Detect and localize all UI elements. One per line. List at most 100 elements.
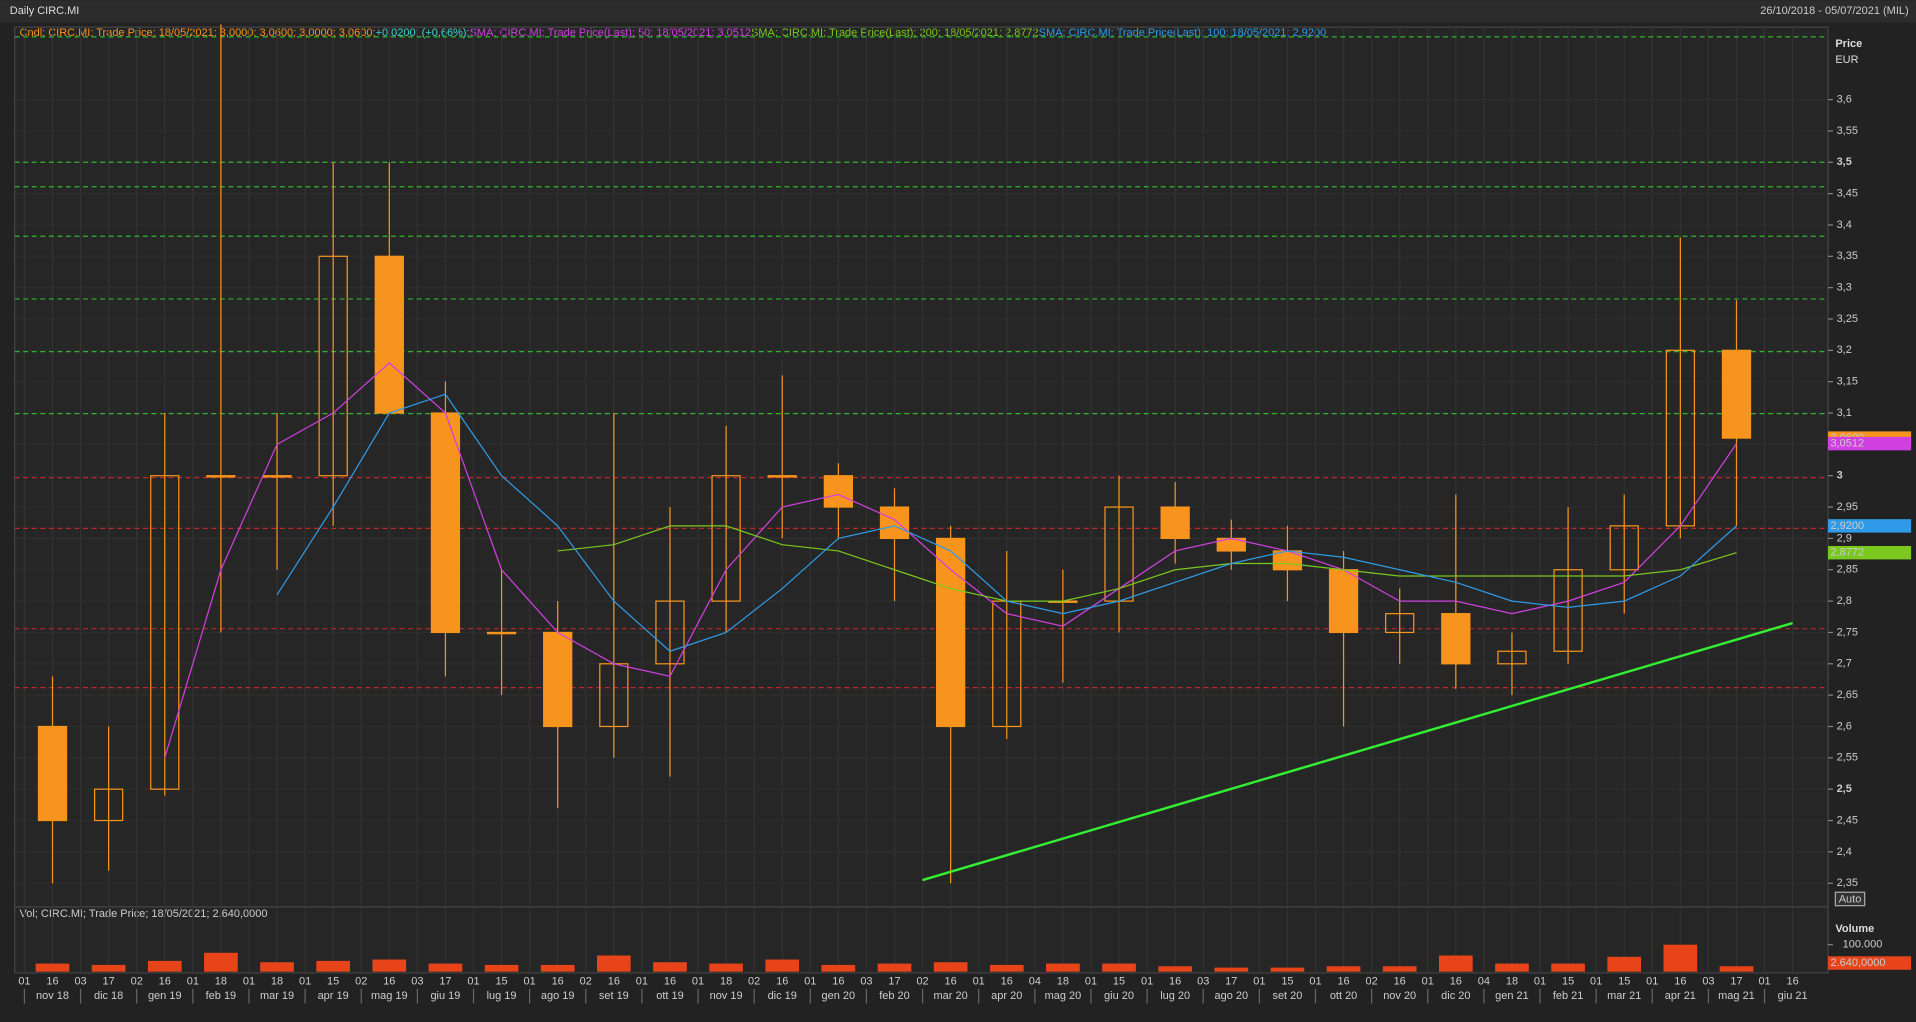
x-tick-label: apr 20 <box>991 990 1022 1002</box>
candle-body <box>150 475 180 790</box>
volume-legend: Vol; CIRC.MI; Trade Price; 18/05/2021; 2… <box>20 908 268 920</box>
last-value-tag <box>1828 519 1912 533</box>
y-unit: EUR <box>1835 54 1858 66</box>
volume-bar <box>1270 967 1305 972</box>
x-tick-label: apr 21 <box>1665 990 1696 1002</box>
last-value-label: 2,9200 <box>1830 520 1864 532</box>
volume-bar <box>1607 956 1642 972</box>
x-day-label: 16 <box>832 975 844 987</box>
volume-bar <box>204 952 238 972</box>
volume-bar <box>765 959 800 972</box>
x-day-label: 16 <box>1674 975 1686 987</box>
volume-bar <box>1551 963 1585 972</box>
y-tick-label: 3,3 <box>1837 282 1852 294</box>
last-value-label: 2,8772 <box>1830 547 1864 559</box>
candle-body <box>935 537 966 728</box>
volume-bar <box>91 964 126 972</box>
last-value-label: 2.640,0000 <box>1830 957 1885 969</box>
x-day-label: 16 <box>608 975 620 987</box>
y-tick-label: 3,55 <box>1837 125 1858 137</box>
x-tick-label: ott 20 <box>1330 990 1357 1002</box>
x-day-label: 01 <box>524 975 536 987</box>
title-bar <box>0 0 1916 23</box>
x-day-label: 01 <box>804 975 816 987</box>
x-tick-label: set 19 <box>599 990 629 1002</box>
volume-bar <box>1382 966 1417 972</box>
date-range: 26/10/2018 - 05/07/2021 (MIL) <box>1760 5 1908 17</box>
x-day-label: 16 <box>46 975 58 987</box>
x-day-label: 03 <box>1197 975 1209 987</box>
chart-title: Daily CIRC.MI <box>10 5 80 17</box>
volume-bar <box>540 964 575 972</box>
last-value-tag <box>1828 545 1912 560</box>
volume-bar <box>933 962 968 972</box>
x-tick-label: nov 18 <box>36 990 69 1002</box>
x-tick-label: ago 19 <box>541 990 575 1002</box>
volume-bar <box>877 963 912 972</box>
last-value-tag <box>1828 436 1912 451</box>
x-day-label: 16 <box>383 975 395 987</box>
x-day-label: 17 <box>888 975 900 987</box>
auto-button[interactable] <box>1834 891 1866 907</box>
x-day-label: 04 <box>1029 975 1041 987</box>
x-day-label: 01 <box>1534 975 1546 987</box>
x-day-label: 01 <box>1141 975 1153 987</box>
y-tick-label: 3,15 <box>1837 376 1858 388</box>
x-day-label: 16 <box>1394 975 1406 987</box>
x-tick-label: gen 19 <box>148 990 182 1002</box>
x-day-label: 15 <box>327 975 339 987</box>
candle-body <box>1160 506 1190 540</box>
y-tick-label: 2,35 <box>1837 877 1858 889</box>
y-tick-label: 3 <box>1837 470 1843 482</box>
legend-entry: SMA; CIRC.MI; Trade Price(Last); 100; 18… <box>1039 27 1327 39</box>
volume-bar <box>821 964 856 972</box>
x-day-label: 01 <box>636 975 648 987</box>
candle-body <box>1609 525 1639 571</box>
x-day-label: 01 <box>1590 975 1602 987</box>
y-title: Price <box>1835 38 1862 50</box>
x-tick-label: mar 19 <box>260 990 294 1002</box>
volume-bar <box>1495 963 1529 972</box>
x-tick-label: lug 20 <box>1160 990 1190 1002</box>
volume-bar <box>1046 963 1080 972</box>
x-day-label: 01 <box>467 975 479 987</box>
x-day-label: 02 <box>748 975 760 987</box>
y-tick-label: 2,4 <box>1837 846 1852 858</box>
x-tick-label: giu 20 <box>1104 990 1134 1002</box>
x-day-label: 03 <box>411 975 423 987</box>
y-tick-label: 2,55 <box>1837 752 1858 764</box>
volume-bar <box>428 963 463 972</box>
x-day-label: 01 <box>1758 975 1770 987</box>
x-day-label: 02 <box>131 975 143 987</box>
x-day-label: 15 <box>1618 975 1630 987</box>
volume-bar <box>1663 944 1698 972</box>
x-day-label: 16 <box>664 975 676 987</box>
legend-change: +0,0200; (+0,66%); <box>376 27 470 39</box>
y-tick-label: 3,1 <box>1837 407 1852 419</box>
x-day-label: 16 <box>945 975 957 987</box>
candle-body <box>879 506 910 540</box>
candle-body <box>374 255 404 414</box>
volume-bar <box>1438 955 1473 972</box>
x-tick-label: ago 20 <box>1214 990 1248 1002</box>
x-day-label: 18 <box>1506 975 1518 987</box>
legend-entry: Cndl; CIRC.MI; Trade Price; 18/05/2021; … <box>20 27 376 39</box>
x-day-label: 01 <box>1422 975 1434 987</box>
x-day-label: 02 <box>580 975 592 987</box>
candle-body <box>37 725 68 822</box>
x-tick-label: apr 19 <box>318 990 349 1002</box>
volume-bar <box>1719 966 1754 972</box>
x-tick-label: mag 19 <box>371 990 408 1002</box>
x-tick-label: nov 20 <box>1383 990 1416 1002</box>
sma-line <box>276 393 1737 652</box>
x-day-label: 01 <box>973 975 985 987</box>
candle-body <box>206 475 236 478</box>
price-panel <box>14 26 1829 908</box>
y-tick-label: 2,5 <box>1837 783 1852 795</box>
auto-label[interactable]: Auto <box>1839 893 1862 905</box>
x-tick-label: giu 19 <box>430 990 460 1002</box>
x-tick-label: mar 20 <box>934 990 968 1002</box>
x-tick-label: feb 20 <box>879 990 910 1002</box>
x-tick-label: giu 21 <box>1778 990 1808 1002</box>
